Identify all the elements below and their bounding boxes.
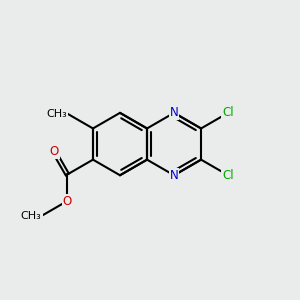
Text: Cl: Cl (222, 169, 234, 182)
Text: CH₃: CH₃ (21, 211, 42, 221)
Text: O: O (63, 194, 72, 208)
Text: N: N (170, 169, 178, 182)
Text: O: O (50, 145, 59, 158)
Text: CH₃: CH₃ (46, 109, 67, 118)
Text: N: N (170, 106, 178, 119)
Text: Cl: Cl (222, 106, 234, 119)
